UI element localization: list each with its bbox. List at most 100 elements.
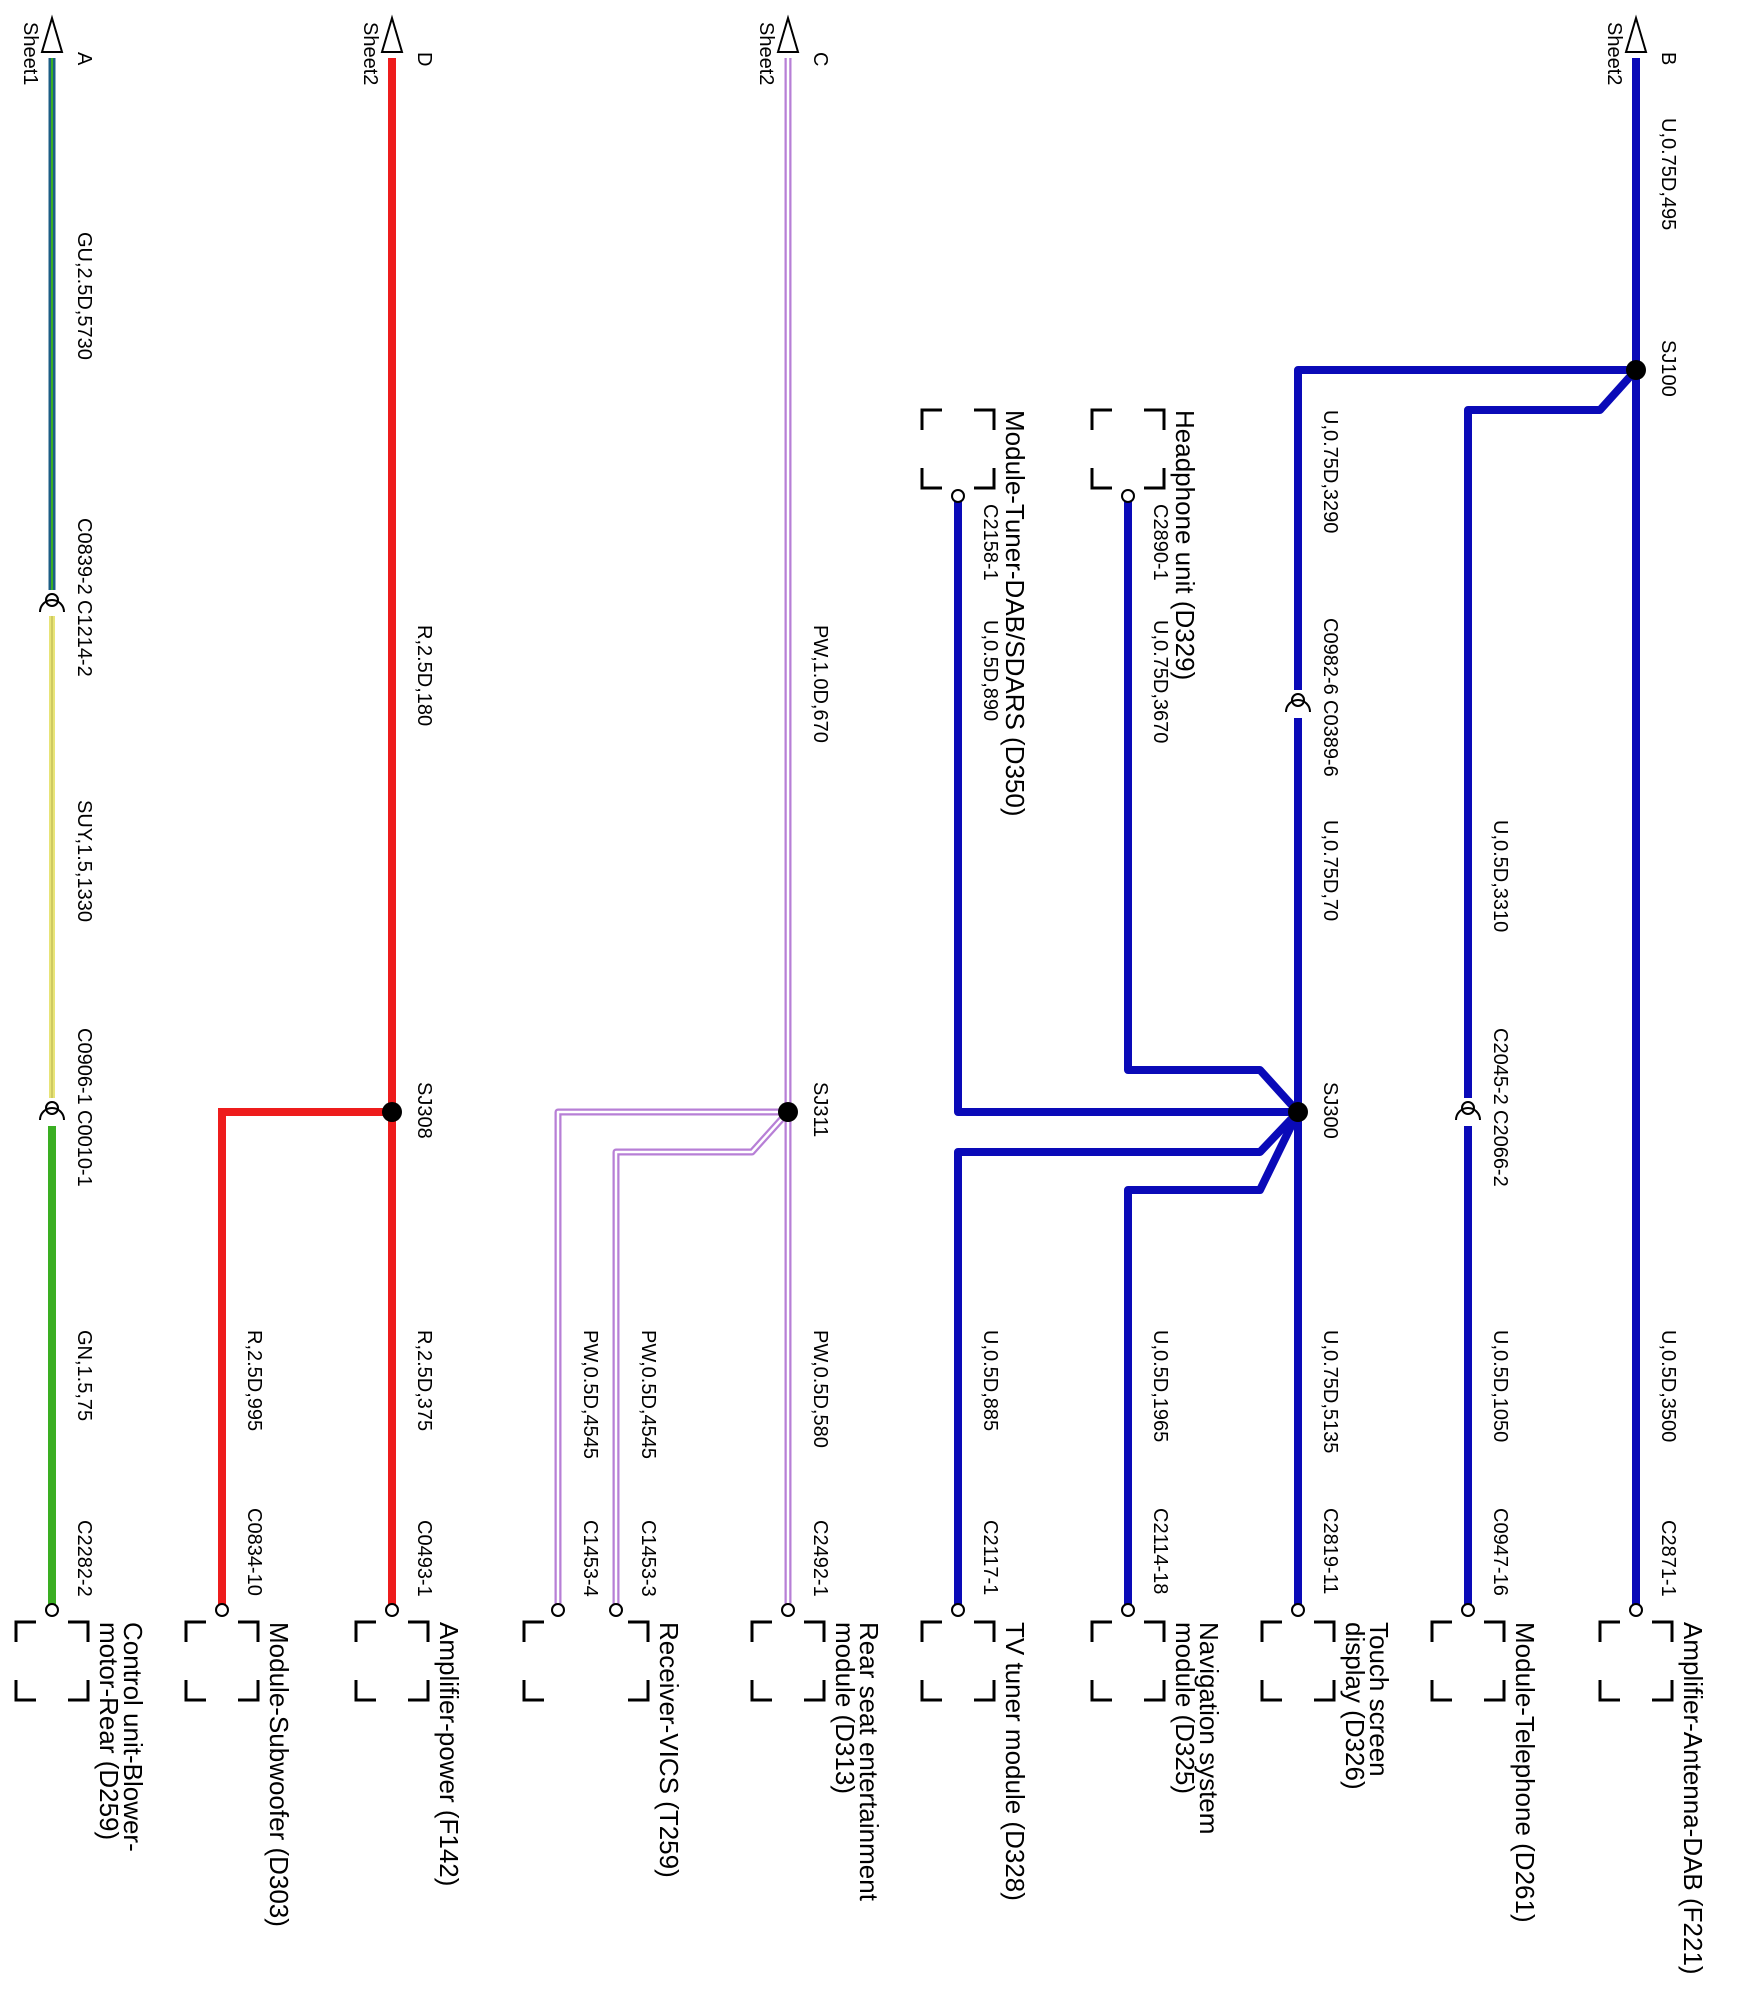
- wire-label-amp-antenna: U,0.5D,3500: [1657, 1330, 1679, 1442]
- component-box-vics[interactable]: [522, 1620, 650, 1702]
- component-box-telephone[interactable]: [1430, 1620, 1506, 1702]
- component-name-blower-line2: motor-Rear (D259): [94, 1622, 124, 1840]
- wire-tv-tuner-path[interactable]: [954, 1109, 1301, 1608]
- component-name-navigation-line1: Navigation system: [1194, 1622, 1224, 1834]
- component-name-headphone: Headphone unit (D329): [1170, 410, 1200, 680]
- component-name-amp-antenna: Amplifier-Antenna-DAB (F221): [1678, 1622, 1708, 1975]
- purple-wire-group: [554, 58, 792, 1608]
- conn-label-c2158-1: C2158-1: [979, 504, 1001, 581]
- wire-label-c-main: PW,1.0D,670: [809, 625, 831, 743]
- component-box-navigation[interactable]: [1090, 1620, 1166, 1702]
- conn-label-c2871-1: C2871-1: [1657, 1520, 1679, 1597]
- wire-label-telephone: U,0.5D,1050: [1489, 1330, 1511, 1442]
- conn-label-c0010-1: C0010-1: [73, 1110, 95, 1187]
- wire-touch-screen-path[interactable]: [1294, 366, 1636, 1608]
- splice-label-sj311: SJ311: [809, 1082, 831, 1137]
- component-name-telephone: Module-Telephone (D261): [1510, 1622, 1540, 1923]
- sheet-ref-a-letter: A: [73, 52, 95, 66]
- conn-label-c2492-1: C2492-1: [809, 1520, 831, 1597]
- splice-label-sj308: SJ308: [413, 1082, 435, 1139]
- splice-label-sj100: SJ100: [1657, 340, 1679, 397]
- component-box-rear-seat[interactable]: [750, 1620, 826, 1702]
- splices: [382, 360, 1646, 1122]
- inline-connector-c0982-c0389[interactable]: [1285, 693, 1311, 713]
- conn-label-c0839-2: C0839-2: [73, 518, 95, 595]
- sheet-ref-c-sheet: Sheet2: [755, 22, 777, 85]
- sheet-arrow-a-icon[interactable]: [40, 14, 64, 53]
- conn-label-c2114-18: C2114-18: [1149, 1508, 1171, 1594]
- wire-label-a-lower: GN,1.5,75: [73, 1330, 95, 1421]
- sheet-arrows: [40, 14, 1648, 53]
- wire-tuner-dab-path[interactable]: [954, 498, 1298, 1116]
- component-name-touch-line2: display (D326): [1340, 1622, 1370, 1790]
- splice-label-sj300: SJ300: [1319, 1082, 1341, 1139]
- wire-label-d-main: R,2.5D,180: [413, 625, 435, 726]
- conn-label-c2890-1: C2890-1: [1149, 504, 1171, 581]
- wire-navigation-path[interactable]: [1124, 1110, 1302, 1608]
- wire-label-tv-tuner: U,0.5D,885: [979, 1330, 1001, 1431]
- conn-label-c2066-2: C2066-2: [1489, 1110, 1511, 1187]
- sheet-ref-d-letter: D: [413, 52, 435, 66]
- sheet-ref-a-sheet: Sheet1: [19, 22, 41, 85]
- wire-label-touch-lower: U,0.75D,5135: [1319, 1330, 1341, 1453]
- conn-label-c2045-2: C2045-2: [1489, 1028, 1511, 1105]
- conn-label-c0389-6: C0389-6: [1319, 700, 1341, 777]
- inline-connector-c0906-c0010[interactable]: [39, 1101, 65, 1121]
- wire-label-vics-4: PW,0.5D,4545: [579, 1330, 601, 1459]
- conn-label-c0906-1: C0906-1: [73, 1028, 95, 1105]
- wire-label-vics-3: PW,0.5D,4545: [637, 1330, 659, 1459]
- component-box-subwoofer[interactable]: [184, 1620, 260, 1702]
- wire-label-tuner-dab: U,0.5D,890: [979, 620, 1001, 721]
- component-box-touch[interactable]: [1260, 1620, 1336, 1702]
- inline-connector-c0839-c1214[interactable]: [39, 593, 65, 613]
- conn-label-c1214-2: C1214-2: [73, 600, 95, 677]
- wire-label-tel-upper: U,0.5D,3310: [1489, 820, 1511, 932]
- sheet-ref-d-sheet: Sheet2: [359, 22, 381, 85]
- conn-label-c2282-2: C2282-2: [73, 1520, 95, 1597]
- component-name-amp-power: Amplifier-power (F142): [434, 1622, 464, 1886]
- conn-label-c2819-11: C2819-11: [1319, 1508, 1341, 1594]
- conn-label-c0493-1: C0493-1: [413, 1520, 435, 1597]
- sheet-arrow-c-icon[interactable]: [776, 14, 800, 53]
- wire-label-subwoofer: R,2.5D,995: [243, 1330, 265, 1431]
- splice-sj300-dot[interactable]: [1288, 1102, 1308, 1122]
- conn-label-c0834-10: C0834-10: [243, 1508, 265, 1596]
- sheet-ref-b-sheet: Sheet2: [1603, 22, 1625, 85]
- component-boxes: [14, 408, 1674, 1702]
- wire-label-a-upper: GU,2.5D,5730: [73, 232, 95, 360]
- component-name-tv-tuner: TV tuner module (D328): [1000, 1622, 1030, 1901]
- wire-label-a-mid: SUY,1.5,1330: [73, 800, 95, 922]
- inline-connectors: [39, 593, 1481, 1121]
- wire-label-b-main: U,0.75D,495: [1657, 118, 1679, 230]
- wire-label-rear-seat: PW,0.5D,580: [809, 1330, 831, 1448]
- wire-subwoofer-path[interactable]: [218, 1108, 392, 1608]
- splice-sj311-dot[interactable]: [778, 1102, 798, 1122]
- red-wire-group: [218, 58, 396, 1608]
- wire-headphone-path[interactable]: [1124, 498, 1301, 1115]
- wire-label-amp-power: R,2.5D,375: [413, 1330, 435, 1431]
- wire-label-touch-upper: U,0.75D,3290: [1319, 410, 1341, 533]
- inline-connector-c2045-c2066[interactable]: [1455, 1101, 1481, 1121]
- blue-wire-group: [954, 58, 1640, 1608]
- labels: B Sheet2 C Sheet2 D Sheet2 A Sheet1 SJ10…: [19, 22, 1708, 1975]
- conn-label-c1453-3: C1453-3: [637, 1520, 659, 1597]
- component-box-blower[interactable]: [14, 1620, 90, 1702]
- wire-label-touch-mid: U,0.75D,70: [1319, 820, 1341, 921]
- wire-label-headphone: U,0.75D,3670: [1149, 620, 1171, 743]
- sheet-arrow-b-icon[interactable]: [1624, 14, 1648, 53]
- conn-label-c0947-16: C0947-16: [1489, 1508, 1511, 1596]
- component-box-amp-power[interactable]: [354, 1620, 430, 1702]
- component-box-headphone[interactable]: [1090, 408, 1166, 490]
- conn-label-c0982-6: C0982-6: [1319, 618, 1341, 695]
- wire-telephone-path[interactable]: [1464, 367, 1639, 1608]
- splice-sj100-dot[interactable]: [1626, 360, 1646, 380]
- component-box-amp-antenna[interactable]: [1598, 1620, 1674, 1702]
- component-box-tv-tuner[interactable]: [920, 1620, 996, 1702]
- sheet-arrow-d-icon[interactable]: [380, 14, 404, 53]
- splice-sj308-dot[interactable]: [382, 1102, 402, 1122]
- component-pins: [45, 489, 1643, 1617]
- component-name-subwoofer: Module-Subwoofer (D303): [264, 1622, 294, 1927]
- component-box-tuner-dab[interactable]: [920, 408, 996, 490]
- conn-label-c1453-4: C1453-4: [579, 1520, 601, 1597]
